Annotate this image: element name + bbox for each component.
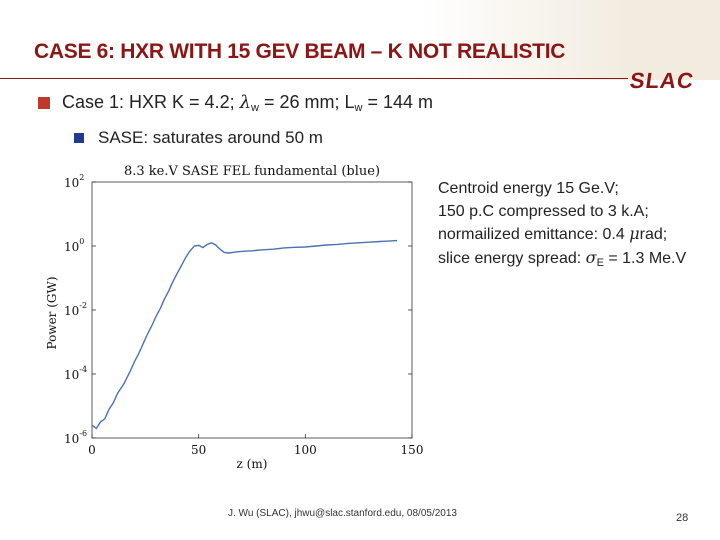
case-1-prefix: Case 1: HXR K = 4.2;: [62, 92, 240, 112]
note-energy-spread: slice energy spread: σE = 1.3 Me.V: [438, 247, 686, 275]
note-centroid-energy: Centroid energy 15 Ge.V;: [438, 180, 619, 197]
x-tick-label: 100: [294, 443, 317, 457]
lambda-subscript: w: [251, 102, 259, 114]
sigma-subscript: E: [596, 256, 604, 269]
slide-title: CASE 6: HXR WITH 15 GEV BEAM – K NOT REA…: [34, 40, 566, 63]
x-axis-label: z (m): [237, 457, 268, 471]
note-emittance: normailized emittance: 0.4 μrad;: [438, 223, 686, 247]
note-emittance-text: normailized emittance: 0.4: [438, 226, 630, 243]
y-axis-label: Power (GW): [45, 276, 59, 349]
x-tick-label: 150: [401, 443, 424, 457]
y-tick-exponent: 2: [79, 173, 84, 182]
power-vs-z-chart: 8.3 ke.V SASE FEL fundamental (blue) 102…: [45, 164, 424, 471]
x-tick-label: 50: [191, 443, 206, 457]
bullet-sase: SASE: saturates around 50 m: [98, 128, 323, 147]
mu-symbol: μ: [629, 224, 640, 243]
chart-title: 8.3 ke.V SASE FEL fundamental (blue): [124, 164, 380, 179]
beam-parameters-note: Centroid energy 15 Ge.V; 150 p.C compres…: [438, 178, 686, 274]
title-divider: [0, 78, 628, 79]
page-number: 28: [676, 512, 689, 524]
sigma-symbol: σ: [585, 247, 597, 267]
case-1-suffix: = 144 m: [362, 92, 434, 112]
note-energy-spread-text: slice energy spread:: [438, 249, 586, 267]
y-tick-label: 10-2: [64, 301, 87, 318]
length-subscript: w: [354, 102, 363, 114]
y-tick-label: 10-4: [64, 365, 87, 382]
y-tick-label: 102: [64, 173, 84, 190]
bullet-case-1: Case 1: HXR K = 4.2; λw = 26 mm; Lw = 14…: [62, 92, 433, 114]
y-tick-label: 100: [64, 237, 84, 254]
y-tick-label: 10-6: [64, 429, 87, 446]
footer-credit: J. Wu (SLAC), jhwu@slac.stanford.edu, 08…: [228, 508, 457, 519]
case-1-middle: = 26 mm; L: [258, 92, 355, 112]
x-tick-label: 0: [88, 443, 96, 457]
y-tick-exponent: -4: [79, 365, 87, 374]
plot-frame: [91, 181, 413, 439]
note-emittance-unit: rad;: [639, 226, 668, 243]
title-corner-gradient: [420, 0, 720, 80]
lambda-symbol: λ: [239, 92, 252, 113]
slac-logo: SLAC: [628, 68, 696, 93]
y-tick-exponent: -6: [79, 429, 87, 438]
note-energy-spread-value: = 1.3 Me.V: [603, 249, 687, 267]
y-tick-exponent: 0: [79, 237, 84, 246]
y-tick-exponent: -2: [79, 301, 87, 310]
sub-bullet-square-icon: [74, 133, 84, 143]
note-compression: 150 p.C compressed to 3 k.A;: [438, 202, 649, 220]
bullet-square-icon: [38, 97, 50, 109]
power-curve-line: [91, 239, 398, 430]
